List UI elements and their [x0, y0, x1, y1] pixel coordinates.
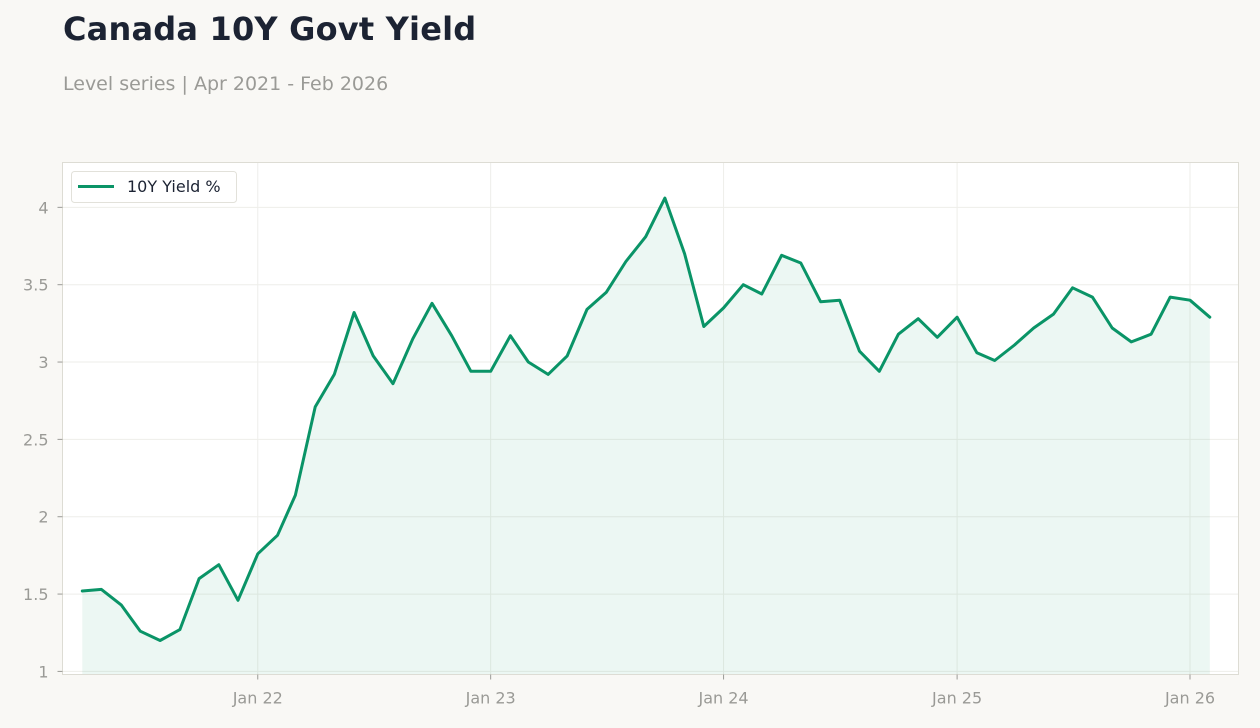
y-tick-label: 1	[38, 662, 48, 681]
yield-line	[80, 196, 1212, 642]
data-point	[662, 196, 667, 201]
data-point	[99, 587, 104, 592]
yield-area-fill	[82, 198, 1210, 675]
data-point	[798, 261, 803, 266]
data-point	[236, 598, 241, 603]
data-point	[177, 627, 182, 632]
data-point	[216, 562, 221, 567]
data-point	[410, 336, 415, 341]
data-point	[1168, 295, 1173, 300]
x-tick-label: Jan 26	[1164, 689, 1215, 708]
data-point	[701, 324, 706, 329]
data-point	[430, 301, 435, 306]
data-point	[1149, 332, 1154, 337]
data-point	[1129, 339, 1134, 344]
data-point	[623, 259, 628, 264]
data-point	[935, 335, 940, 340]
chart-title: Canada 10Y Govt Yield	[63, 10, 477, 48]
data-point	[293, 493, 298, 498]
data-point	[818, 299, 823, 304]
data-point	[565, 353, 570, 358]
data-point	[1012, 343, 1017, 348]
x-tick-label: Jan 23	[465, 689, 516, 708]
legend-box	[71, 171, 237, 203]
x-axis-ticks: Jan 22 Jan 23 Jan 24 Jan 25 Jan 26	[232, 674, 1215, 708]
data-point	[138, 629, 143, 634]
y-axis-ticks: 1 1.5 2 2.5 3 3.5 4	[23, 198, 63, 681]
data-point	[313, 404, 318, 409]
data-point	[1090, 295, 1095, 300]
data-point	[779, 253, 784, 258]
data-point	[352, 310, 357, 315]
data-point	[371, 353, 376, 358]
data-point	[80, 589, 85, 594]
y-tick-label: 3	[38, 353, 48, 372]
data-point	[857, 349, 862, 354]
data-point	[197, 576, 202, 581]
data-point	[837, 298, 842, 303]
data-point	[468, 369, 473, 374]
data-point	[1188, 298, 1193, 303]
data-point	[1031, 326, 1036, 331]
data-point	[974, 350, 979, 355]
data-point	[741, 282, 746, 287]
plot-background	[62, 162, 1239, 675]
data-point	[643, 234, 648, 239]
data-point	[158, 638, 163, 643]
data-point	[682, 251, 687, 256]
x-tick-label: Jan 22	[232, 689, 283, 708]
data-point	[1207, 315, 1212, 320]
data-point	[488, 369, 493, 374]
data-point	[1110, 326, 1115, 331]
y-tick-label: 2.5	[23, 430, 48, 449]
data-point	[119, 602, 124, 607]
data-point	[526, 360, 531, 365]
legend-label: 10Y Yield %	[127, 177, 221, 196]
x-tick-label: Jan 25	[931, 689, 982, 708]
y-tick-label: 1.5	[23, 585, 48, 604]
data-point	[896, 332, 901, 337]
data-point	[877, 369, 882, 374]
chart-subtitle: Level series | Apr 2021 - Feb 2026	[63, 73, 389, 95]
data-point	[1070, 285, 1075, 290]
plot-frame	[62, 162, 1239, 675]
y-tick-label: 3.5	[23, 276, 48, 295]
data-point	[604, 290, 609, 295]
data-point	[992, 358, 997, 363]
data-point	[508, 333, 513, 338]
data-point	[332, 372, 337, 377]
x-tick-label: Jan 24	[698, 689, 749, 708]
data-point	[449, 333, 454, 338]
y-tick-label: 4	[38, 198, 48, 217]
data-point	[275, 533, 280, 538]
data-point	[916, 316, 921, 321]
grid-lines	[62, 162, 1239, 675]
data-point	[759, 292, 764, 297]
data-point	[255, 551, 260, 556]
data-point	[721, 305, 726, 310]
y-tick-label: 2	[38, 508, 48, 527]
data-point	[391, 381, 396, 386]
data-point	[1051, 312, 1056, 317]
data-point	[955, 315, 960, 320]
data-point	[546, 372, 551, 377]
data-point	[585, 307, 590, 312]
legend: 10Y Yield %	[71, 171, 237, 203]
